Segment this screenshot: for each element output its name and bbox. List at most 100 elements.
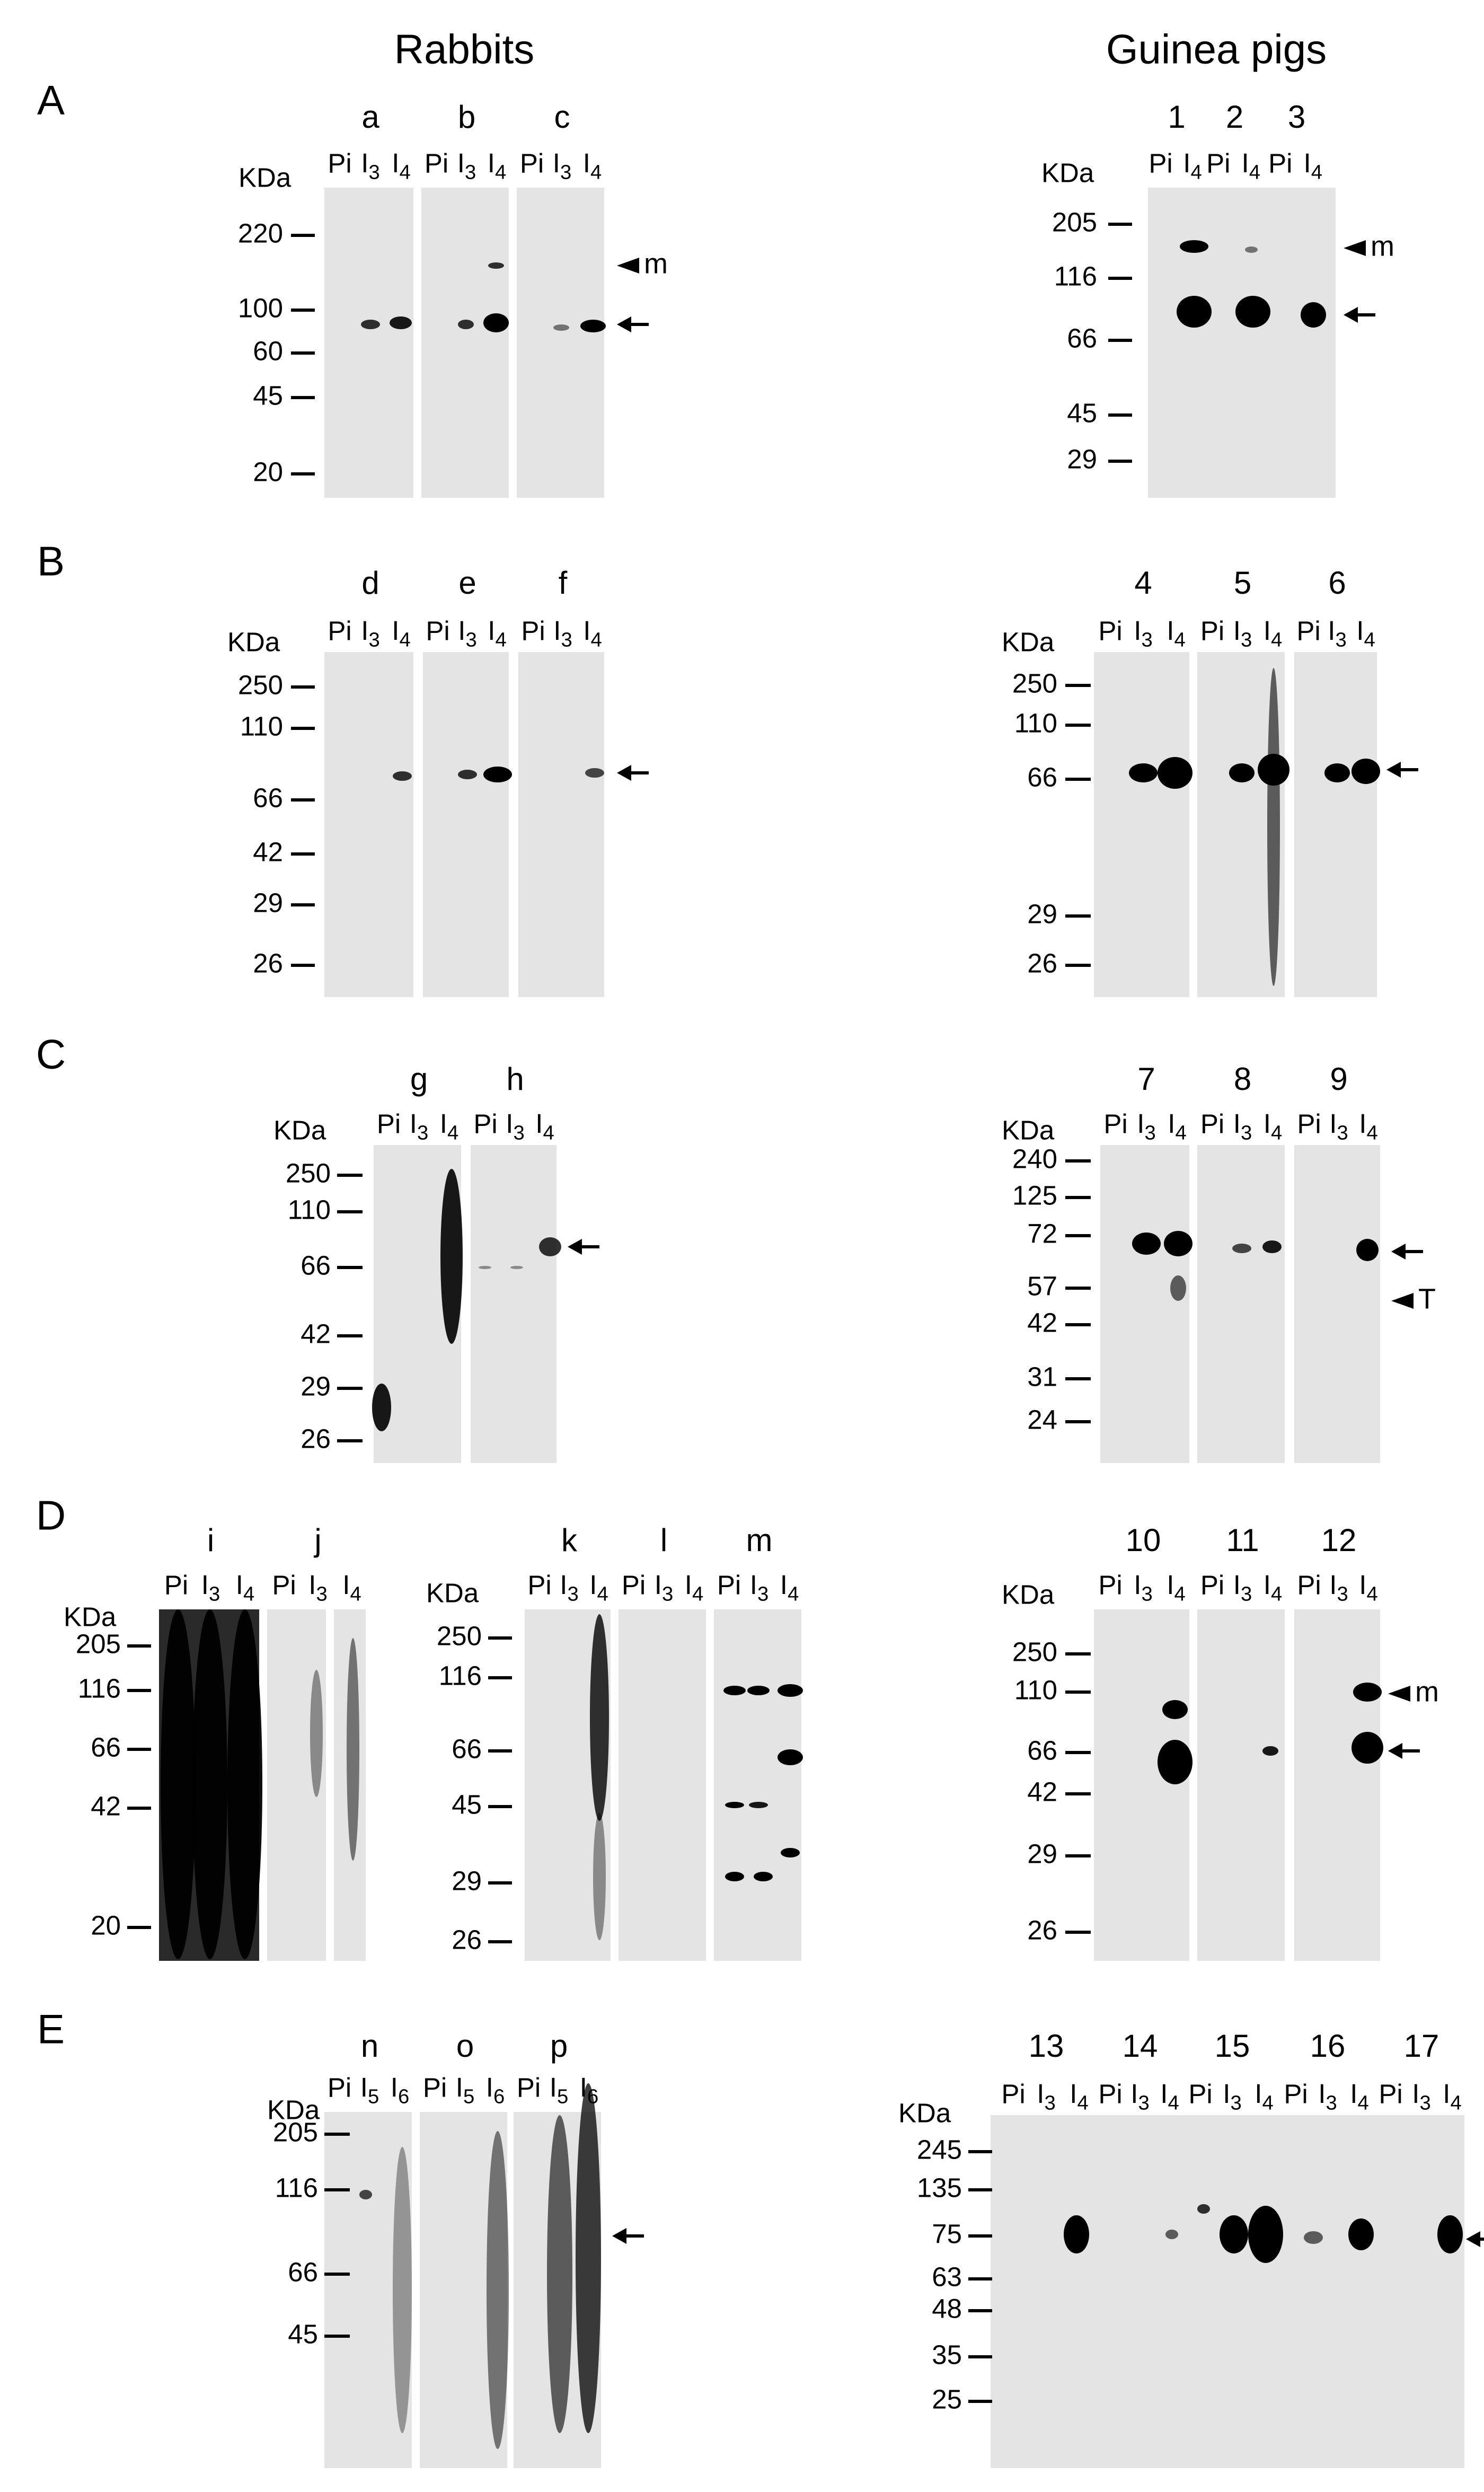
kda-label: KDa xyxy=(1002,1115,1055,1145)
marker-label: 29 xyxy=(301,1371,331,1401)
band xyxy=(1170,1275,1186,1301)
band xyxy=(590,1614,609,1821)
lane-label: I4 xyxy=(1167,1570,1185,1605)
blot-strip xyxy=(1094,1609,1189,1961)
lane-label: Pi xyxy=(1296,615,1320,646)
marker-label: 20 xyxy=(253,456,283,487)
band xyxy=(440,1169,463,1344)
kda-label: KDa xyxy=(273,1115,326,1145)
annotation: m xyxy=(1371,230,1394,262)
arrowhead xyxy=(617,316,631,332)
band xyxy=(1324,763,1350,782)
band xyxy=(1356,1239,1379,1261)
marker-label: 100 xyxy=(238,293,283,323)
marker-label: 66 xyxy=(253,782,283,813)
band xyxy=(580,320,606,332)
band xyxy=(458,770,477,779)
marker-label: 60 xyxy=(253,336,283,366)
lane-label: I4 xyxy=(1443,2079,1461,2114)
lane-label: I4 xyxy=(1255,2079,1273,2114)
lane-label: I3 xyxy=(308,1570,327,1605)
marker-label: 116 xyxy=(439,1660,482,1690)
blot-strip xyxy=(517,188,604,498)
band xyxy=(553,324,569,331)
band xyxy=(310,1670,323,1797)
band xyxy=(510,1266,523,1269)
marker-label: 240 xyxy=(1012,1143,1057,1174)
lane-label: Pi xyxy=(1379,2079,1402,2109)
lane-label: Pi xyxy=(1098,2079,1122,2109)
band xyxy=(576,2083,601,2433)
marker-label: 29 xyxy=(1027,1838,1057,1869)
band xyxy=(1162,1700,1188,1719)
band xyxy=(483,767,512,782)
lane-label: Pi xyxy=(328,148,351,178)
band xyxy=(390,316,412,329)
marker-label: 66 xyxy=(1027,1735,1057,1765)
lane-label: I3 xyxy=(361,148,379,183)
blot-strip xyxy=(423,652,509,997)
lane-label: Pi xyxy=(1200,1108,1224,1139)
strip-label: 7 xyxy=(1137,1061,1155,1097)
lane-label: I4 xyxy=(1359,1570,1377,1605)
marker-label: 57 xyxy=(1027,1271,1057,1301)
marker-label: 250 xyxy=(238,670,283,700)
marker-label: 205 xyxy=(273,2117,318,2147)
marker-label: 135 xyxy=(917,2172,962,2203)
band xyxy=(1180,240,1208,253)
kda-label: KDa xyxy=(227,627,280,657)
marker-label: 63 xyxy=(932,2261,962,2292)
marker-label: 110 xyxy=(240,711,283,741)
lane-label: I4 xyxy=(685,1570,703,1605)
lane-label: Pi xyxy=(473,1108,497,1139)
marker-label: 24 xyxy=(1027,1404,1057,1434)
strip-label: o xyxy=(456,2028,474,2064)
band xyxy=(754,1872,773,1881)
lane-label: I4 xyxy=(583,615,602,651)
arrowhead xyxy=(1386,762,1401,778)
blot-strip xyxy=(1294,652,1377,997)
strip-label: 6 xyxy=(1328,565,1346,601)
band xyxy=(725,1872,744,1881)
band xyxy=(361,320,380,329)
kda-label: KDa xyxy=(898,2098,951,2128)
lane-label: I3 xyxy=(1233,1570,1252,1605)
lane-label: Pi xyxy=(1284,2079,1308,2109)
blot-strip xyxy=(1100,1145,1189,1463)
marker-label: 66 xyxy=(301,1250,331,1280)
lane-label: I4 xyxy=(488,148,506,183)
arrowhead xyxy=(1391,1244,1406,1260)
band xyxy=(192,1609,227,1959)
kda-label: KDa xyxy=(1002,627,1055,657)
lane-label: I3 xyxy=(1134,1570,1152,1605)
lane-label: I4 xyxy=(583,148,602,183)
band xyxy=(725,1802,744,1808)
marker-label: 125 xyxy=(1012,1180,1057,1210)
lane-label: I3 xyxy=(1233,615,1252,651)
marker-label: 250 xyxy=(437,1621,482,1651)
strip-label: 4 xyxy=(1134,565,1152,601)
blot-strip xyxy=(714,1609,801,1961)
lane-label: I3 xyxy=(1318,2079,1337,2114)
band xyxy=(1158,757,1192,789)
blot-strip xyxy=(1197,1609,1285,1961)
lane-label: Pi xyxy=(1098,1570,1122,1600)
band xyxy=(1262,1240,1282,1253)
marker-label: 245 xyxy=(917,2134,962,2164)
band xyxy=(458,320,474,329)
lane-label: I3 xyxy=(1130,2079,1149,2114)
lane-label: Pi xyxy=(1149,148,1172,178)
band xyxy=(1304,2231,1323,2244)
lane-label: I4 xyxy=(1304,148,1322,183)
arrowhead xyxy=(1466,2231,1480,2247)
lane-label: I3 xyxy=(506,1108,524,1144)
band xyxy=(547,2115,572,2433)
lane-label: I3 xyxy=(750,1570,768,1605)
lane-label: I4 xyxy=(1359,1108,1377,1144)
marker-label: 42 xyxy=(301,1318,331,1349)
band xyxy=(479,1266,491,1269)
lane-label: Pi xyxy=(164,1570,188,1600)
lane-label: I5 xyxy=(550,2072,568,2108)
lane-label: I3 xyxy=(1037,2079,1055,2114)
lane-label: I4 xyxy=(488,615,506,651)
